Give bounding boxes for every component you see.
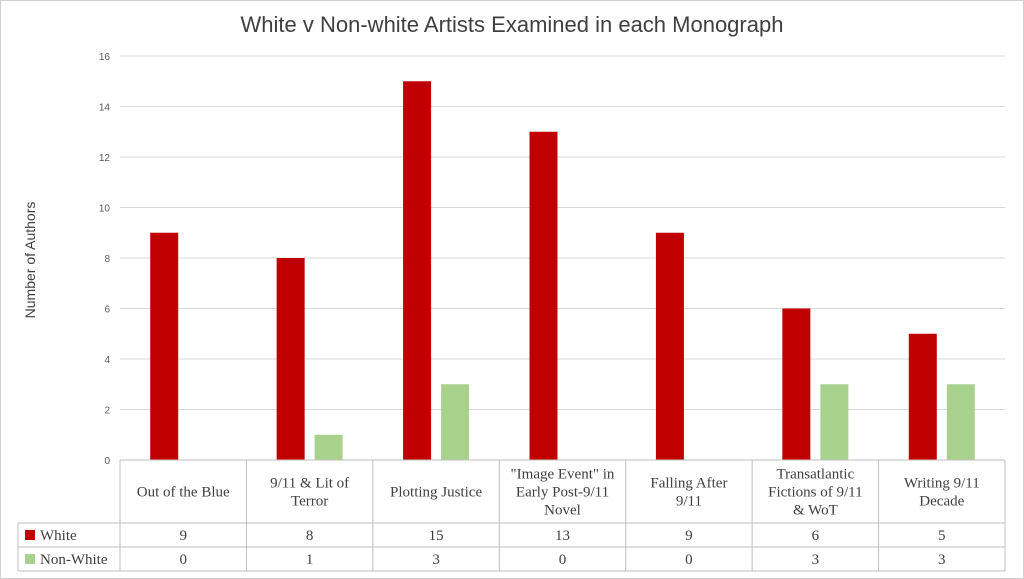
bar-non-white: [314, 434, 343, 460]
category-label: Transatlantic Fictions of 9/11 & WoT: [768, 467, 862, 519]
table-value: 3: [812, 552, 820, 568]
table-value: 15: [429, 528, 444, 544]
table-value: 3: [432, 552, 440, 568]
table-value: 6: [812, 528, 820, 544]
table-value: 0: [179, 552, 187, 568]
category-label: "Image Event" in Early Post-9/11 Novel: [511, 467, 615, 519]
category-label: Falling After 9/11: [650, 476, 727, 510]
y-tick-label: 8: [104, 254, 110, 265]
category-label: 9/11 & Lit of Terror: [270, 476, 349, 510]
table-value: 1: [306, 552, 314, 568]
legend-key: [25, 530, 35, 540]
y-tick-label: 6: [104, 305, 110, 316]
y-tick-label: 10: [99, 204, 111, 215]
table-value: 9: [179, 528, 187, 544]
bar-non-white: [820, 384, 849, 460]
y-tick-label: 16: [99, 52, 111, 63]
table-value: 8: [306, 528, 314, 544]
y-tick-label: 2: [104, 406, 110, 417]
bar-white: [908, 333, 937, 460]
chart-title: White v Non-white Artists Examined in ea…: [240, 12, 784, 37]
y-tick-label: 0: [104, 456, 110, 467]
category-label: Out of the Blue: [137, 485, 230, 501]
bar-white: [276, 258, 305, 460]
legend-key: [25, 554, 35, 564]
legend-label: Non-White: [40, 552, 108, 568]
table-value: 13: [555, 528, 570, 544]
table-value: 5: [938, 528, 946, 544]
table-value: 0: [559, 552, 567, 568]
y-tick-label: 14: [99, 103, 111, 114]
table-value: 0: [685, 552, 693, 568]
bar-non-white: [946, 384, 975, 460]
legend-label: White: [40, 528, 77, 544]
bar-white: [150, 232, 179, 460]
table-value: 9: [685, 528, 693, 544]
y-tick-label: 12: [99, 153, 111, 164]
bar-white: [529, 131, 558, 460]
table-value: 3: [938, 552, 946, 568]
category-label: Plotting Justice: [390, 485, 482, 501]
category-label: Writing 9/11 Decade: [904, 476, 980, 510]
bar-non-white: [441, 384, 470, 460]
bar-white: [655, 232, 684, 460]
bar-white: [782, 308, 811, 460]
y-tick-label: 4: [104, 355, 110, 366]
bar-white: [403, 81, 432, 460]
